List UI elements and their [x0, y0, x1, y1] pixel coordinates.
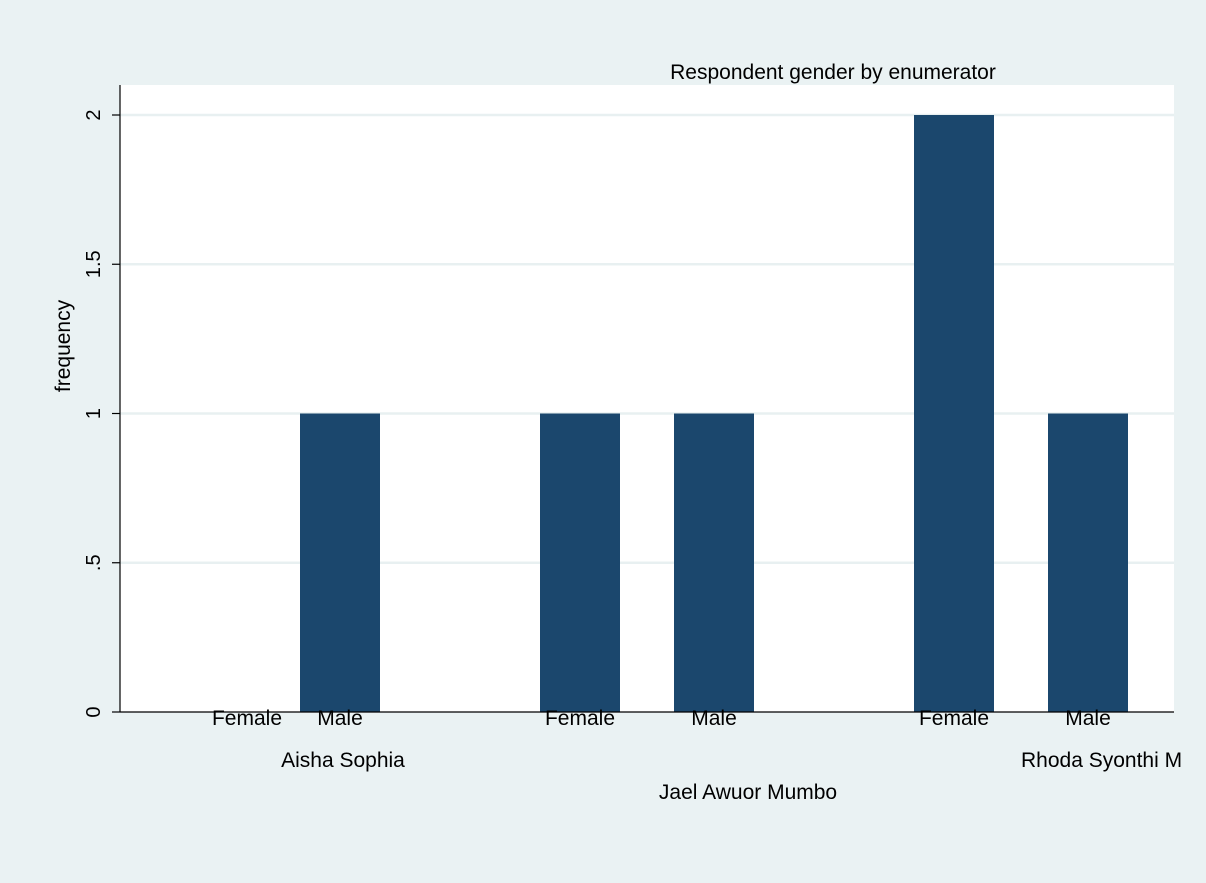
bar	[914, 115, 994, 712]
bar	[674, 413, 754, 712]
plot-area	[120, 85, 1174, 712]
y-tick-label: .5	[83, 554, 105, 571]
x-group-label: Aisha Sophia	[281, 749, 405, 772]
bars	[300, 115, 1128, 712]
y-tick-label: 2	[83, 109, 105, 120]
bar	[300, 413, 380, 712]
y-tick-label: 0	[83, 706, 105, 717]
x-labels: Female Male Aisha Sophia Female Male Jael Awu…	[212, 707, 1182, 804]
x-category-label: Female	[919, 707, 989, 730]
x-category-label: Female	[212, 707, 282, 730]
y-axis-label: frequency	[52, 299, 75, 392]
gridlines	[120, 113, 1174, 564]
x-group-label: Jael Awuor Mumbo	[659, 781, 837, 804]
bar	[540, 413, 620, 712]
x-category-label: Male	[691, 707, 737, 730]
x-category-label: Male	[1065, 707, 1111, 730]
x-category-label: Male	[317, 707, 363, 730]
x-category-label: Female	[545, 707, 615, 730]
y-tick-label: 1	[83, 408, 105, 419]
bar	[1048, 413, 1128, 712]
x-group-label: Rhoda Syonthi M	[1021, 749, 1182, 772]
chart-title: Respondent gender by enumerator	[670, 61, 996, 84]
y-tick-label: 1.5	[83, 250, 105, 278]
y-ticks: 0 .5 1 1.5 2	[83, 109, 120, 718]
